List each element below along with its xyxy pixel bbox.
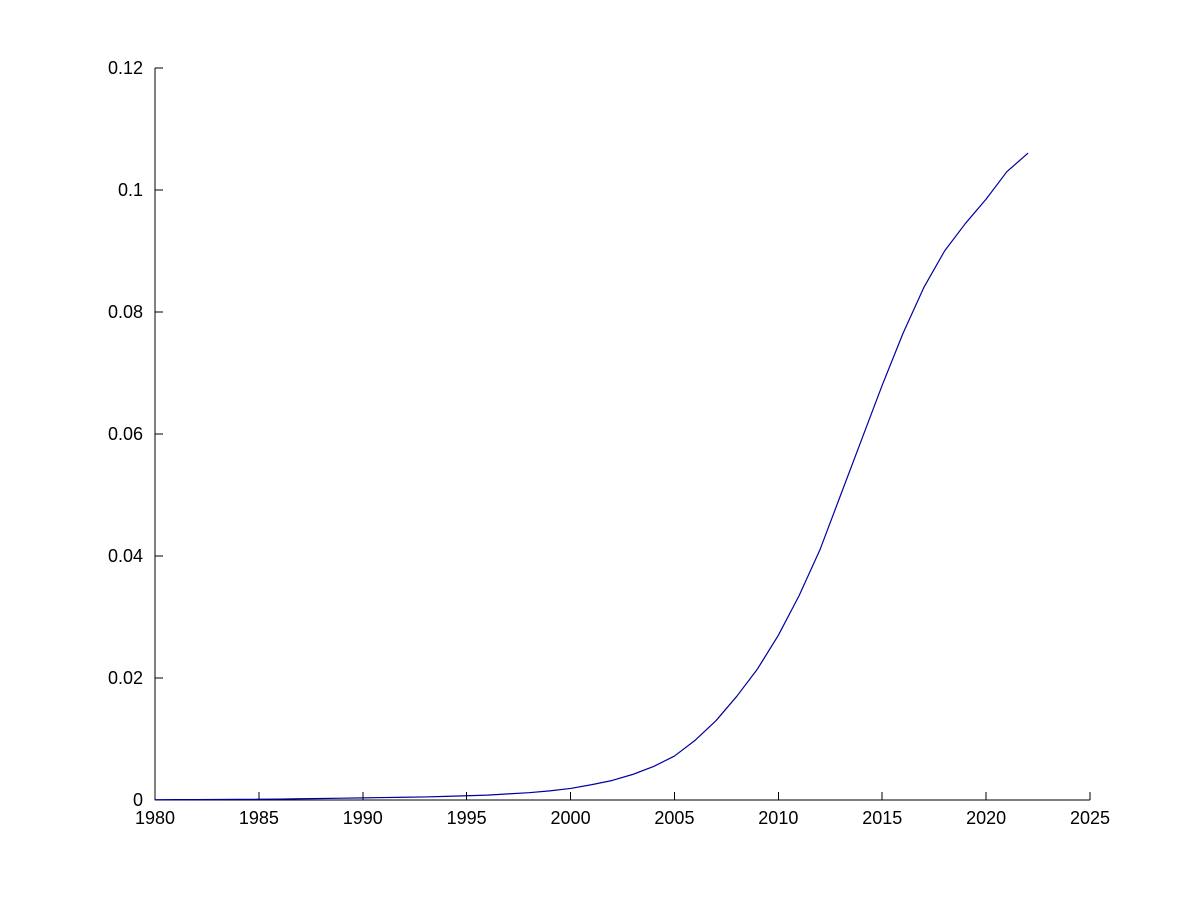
y-tick-label: 0.1 bbox=[118, 180, 143, 200]
x-tick-label: 1995 bbox=[447, 808, 487, 828]
x-tick-label: 2000 bbox=[551, 808, 591, 828]
x-tick-label: 1985 bbox=[239, 808, 279, 828]
y-tick-label: 0.04 bbox=[108, 546, 143, 566]
y-tick-label: 0.02 bbox=[108, 668, 143, 688]
x-tick-label: 2015 bbox=[862, 808, 902, 828]
x-tick-label: 1980 bbox=[135, 808, 175, 828]
y-tick-label: 0 bbox=[133, 790, 143, 810]
x-tick-label: 2020 bbox=[966, 808, 1006, 828]
data-series-line bbox=[154, 152, 1029, 801]
y-tick-label: 0.08 bbox=[108, 302, 143, 322]
x-tick-label: 2010 bbox=[758, 808, 798, 828]
y-tick-label: 0.06 bbox=[108, 424, 143, 444]
x-tick-label: 1990 bbox=[343, 808, 383, 828]
y-tick-label: 0.12 bbox=[108, 58, 143, 78]
x-tick-label: 2005 bbox=[654, 808, 694, 828]
x-tick-label: 2025 bbox=[1070, 808, 1110, 828]
